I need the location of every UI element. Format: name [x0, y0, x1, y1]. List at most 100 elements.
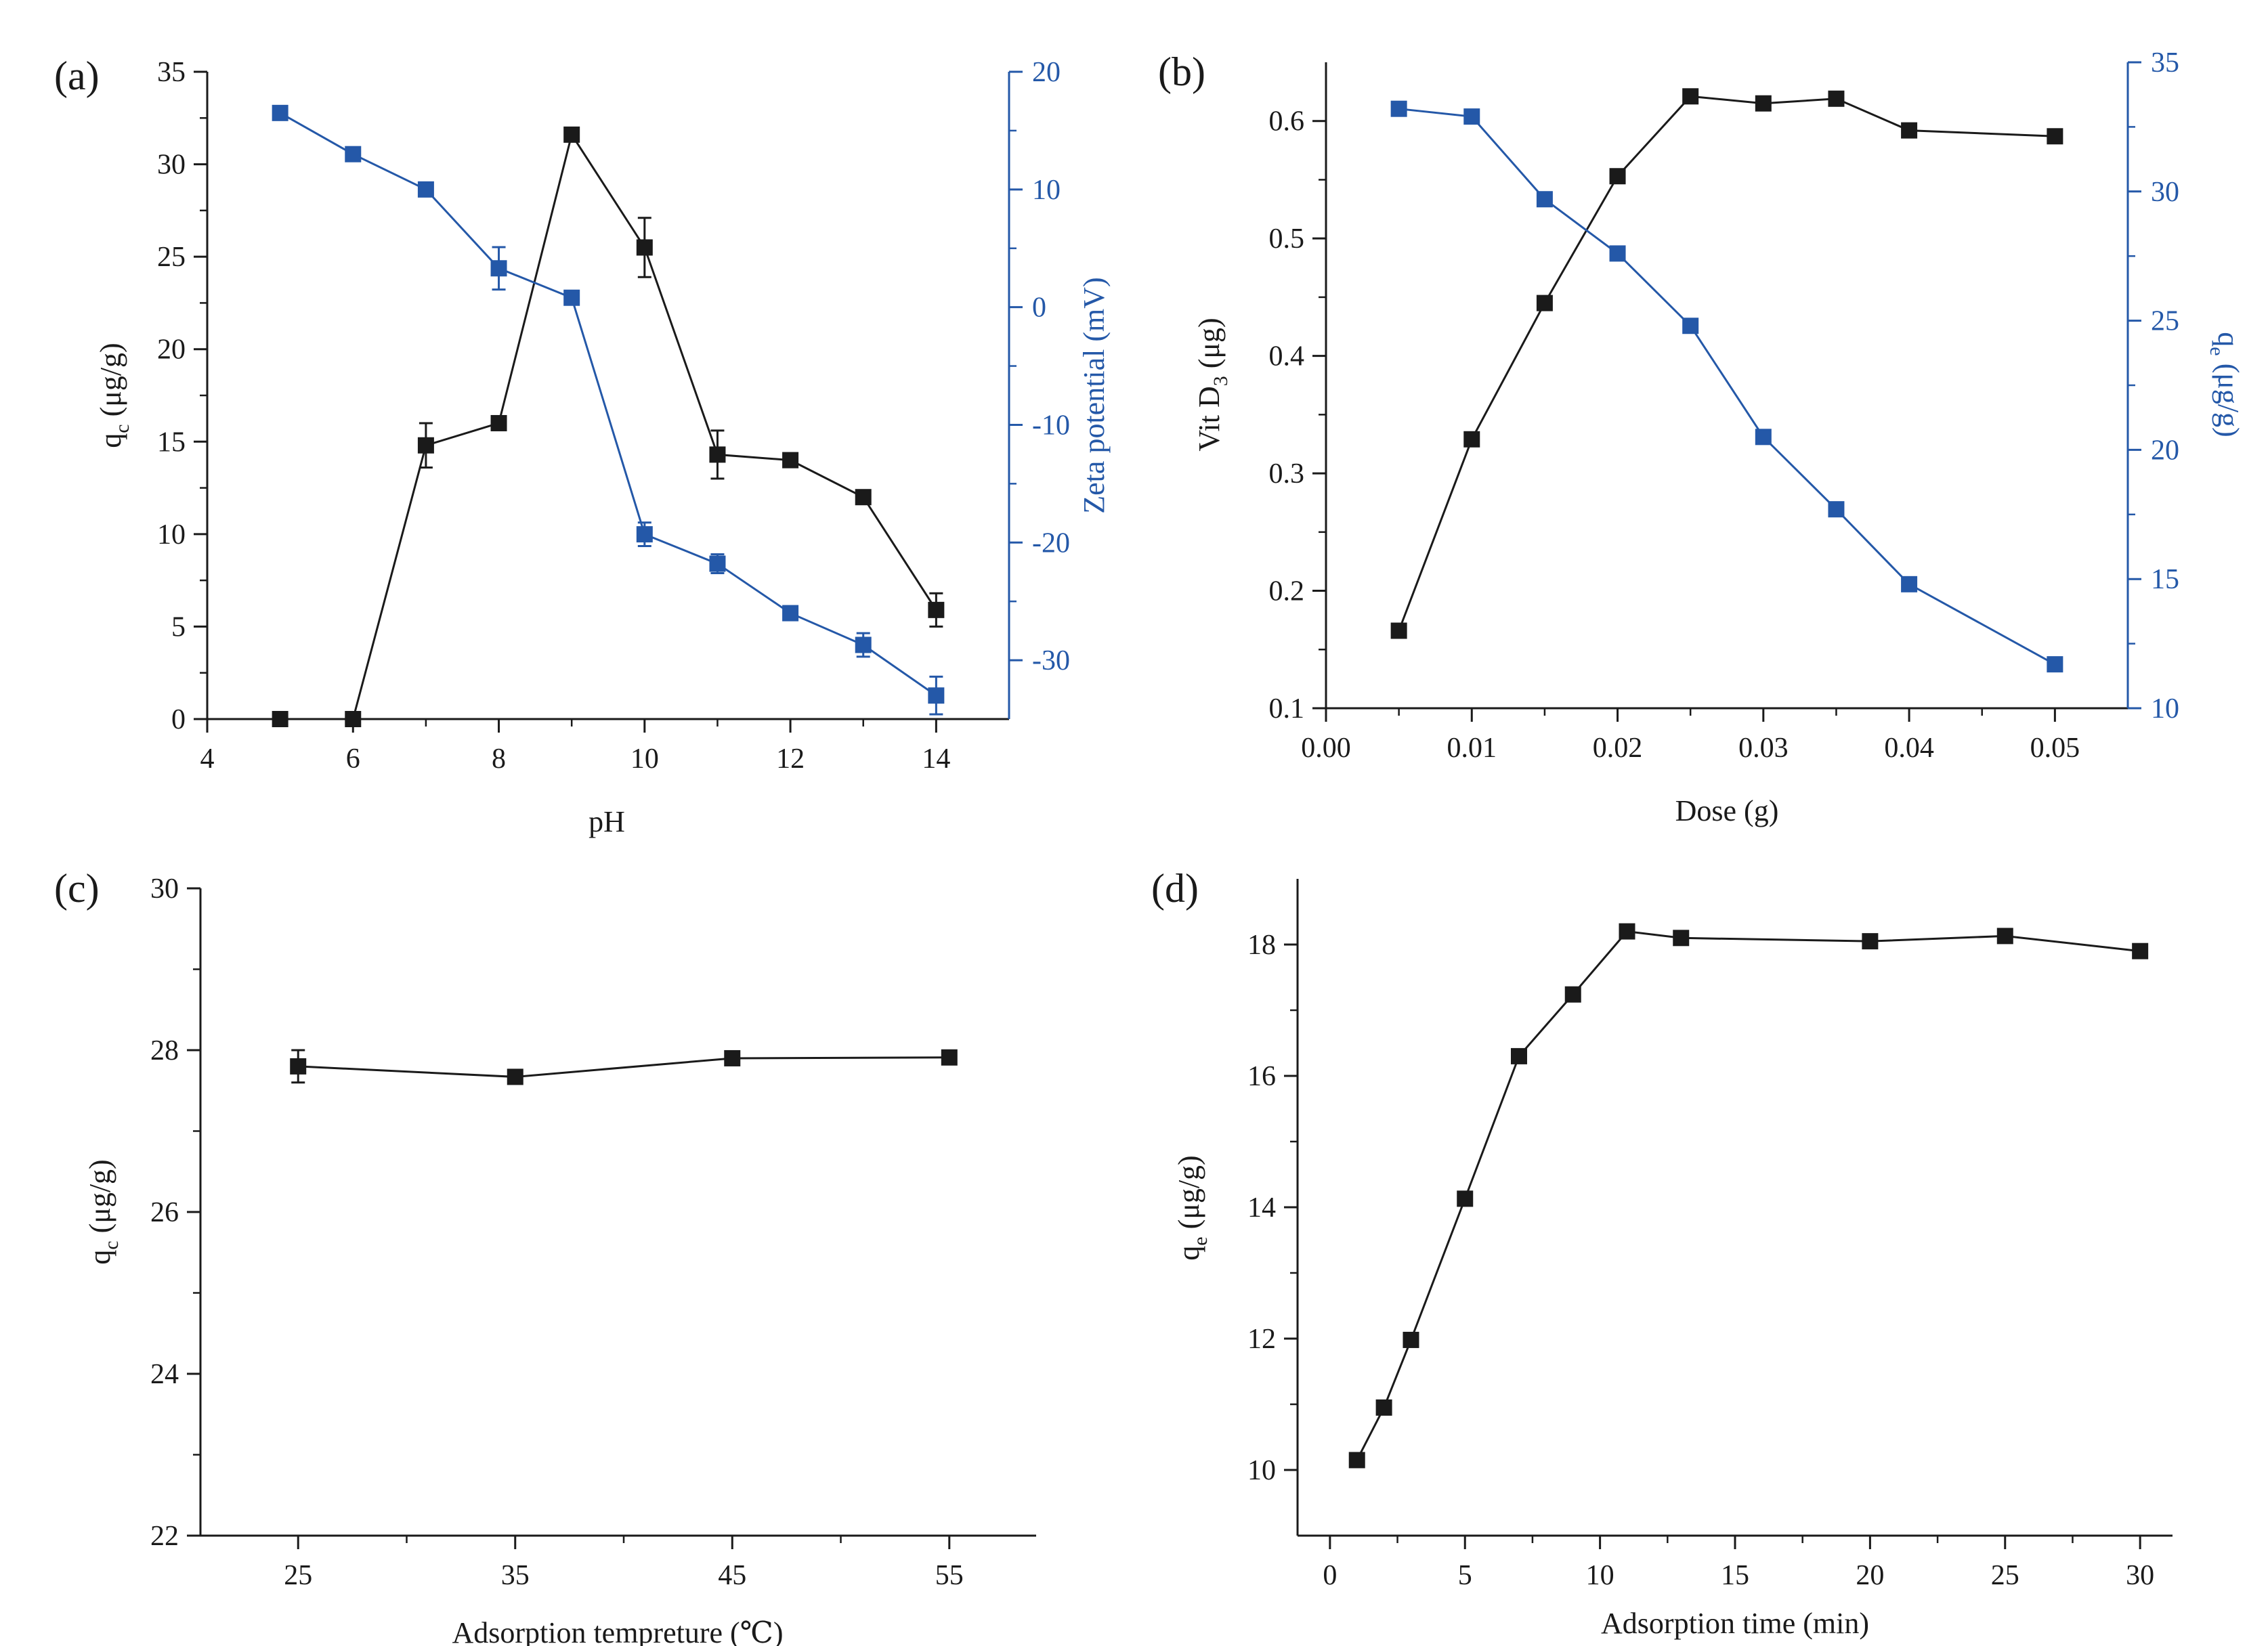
data-point — [1609, 245, 1626, 262]
y-tick-label: 24 — [150, 1359, 179, 1390]
data-point — [928, 687, 945, 704]
data-point — [1375, 1399, 1392, 1416]
x-tick-label: 5 — [1458, 1560, 1472, 1591]
data-point — [782, 605, 799, 622]
series-q_c — [290, 1049, 958, 1085]
data-point — [490, 414, 507, 431]
y-axis-label-base: Vit D — [1193, 386, 1226, 451]
y-right-tick-label: 25 — [2151, 306, 2179, 337]
y-axis-right-label: qe (μg/g) — [2206, 332, 2245, 437]
x-tick-label: 30 — [2126, 1560, 2154, 1591]
y-axis-label-sub: 3 — [1210, 376, 1232, 386]
x-tick-label: 0.02 — [1593, 733, 1643, 764]
x-tick-label: 10 — [1586, 1560, 1614, 1591]
x-tick-label: 12 — [776, 743, 805, 775]
y-right-tick-label: 20 — [2151, 435, 2179, 466]
y-tick-label: 15 — [157, 427, 186, 458]
data-point — [2047, 656, 2063, 673]
y-tick-label: 0 — [171, 704, 186, 735]
data-point — [1390, 100, 1407, 117]
data-point — [345, 146, 362, 163]
y-axis-label: qc (μg/g) — [94, 343, 133, 448]
data-point — [1348, 1452, 1365, 1469]
y-tick-label: 30 — [157, 150, 186, 181]
x-tick-label: 0.03 — [1738, 733, 1789, 764]
panel-label: (d) — [1151, 866, 1199, 911]
series-zeta-potential — [272, 104, 945, 716]
data-point — [941, 1049, 958, 1066]
y-tick-label: 30 — [150, 873, 179, 905]
x-tick-label: 20 — [1856, 1560, 1884, 1591]
y-tick-label: 0.1 — [1269, 693, 1305, 724]
x-tick-label: 0.04 — [1884, 733, 1934, 764]
data-point — [1536, 295, 1553, 311]
x-tick-label: 14 — [922, 743, 950, 775]
data-point — [417, 181, 434, 198]
x-tick-label: 25 — [1991, 1560, 2019, 1591]
data-point — [345, 711, 362, 727]
y-tick-label: 14 — [1247, 1192, 1276, 1223]
y-tick-label: 10 — [157, 519, 186, 550]
y-axis-right-label-sub: e — [2206, 347, 2228, 355]
chart-panel-c: 25 35 45 55 22 24 26 28 30 (c) Adsorption tempretu… — [54, 866, 1036, 1646]
data-point — [1828, 90, 1845, 107]
data-point — [1862, 933, 1879, 950]
data-point — [1390, 622, 1407, 639]
y-axis-label-sub: c — [111, 424, 133, 433]
data-point — [1457, 1190, 1474, 1207]
y-tick-label: 35 — [157, 57, 186, 88]
y-tick-label: 0.4 — [1269, 341, 1305, 372]
data-point — [782, 452, 799, 469]
panel-label: (b) — [1158, 49, 1205, 94]
data-point — [1996, 928, 2013, 945]
series-q_e — [1348, 923, 2149, 1469]
y-right-tick-label: 10 — [1032, 175, 1061, 206]
data-point — [1619, 923, 1635, 940]
data-point — [1755, 429, 1772, 446]
data-point — [855, 489, 872, 506]
data-point — [290, 1058, 307, 1075]
y-tick-label: 5 — [171, 611, 186, 643]
y-tick-label: 26 — [150, 1197, 179, 1228]
x-tick-label: 45 — [718, 1560, 746, 1591]
y-right-tick-label: -10 — [1032, 410, 1070, 441]
x-tick-label: 15 — [1721, 1560, 1749, 1591]
data-point — [1463, 108, 1480, 125]
data-point — [1682, 318, 1699, 334]
series-line — [1398, 95, 2055, 632]
series-line — [298, 1056, 949, 1078]
series-line — [279, 112, 937, 697]
x-tick-label: 25 — [284, 1560, 312, 1591]
y-right-tick-label: -30 — [1032, 645, 1070, 676]
data-point — [507, 1068, 523, 1085]
data-point — [636, 239, 653, 256]
data-point — [2047, 128, 2063, 145]
y-tick-label: 0.5 — [1269, 223, 1305, 255]
data-point — [1403, 1331, 1419, 1348]
y-tick-label: 18 — [1247, 930, 1276, 961]
data-point — [272, 711, 288, 727]
data-point — [490, 260, 507, 277]
series-line — [1356, 930, 2141, 1461]
data-point — [1564, 986, 1581, 1003]
y-tick-label: 28 — [150, 1035, 179, 1066]
data-point — [1673, 930, 1690, 947]
panel-label: (c) — [54, 866, 100, 911]
x-tick-label: 0.05 — [2030, 733, 2080, 764]
data-point — [928, 601, 945, 618]
x-tick-label: 35 — [501, 1560, 530, 1591]
data-point — [2132, 943, 2149, 959]
y-right-tick-label: 30 — [2151, 177, 2179, 208]
x-tick-label: 6 — [346, 743, 360, 775]
data-point — [563, 126, 580, 143]
chart-panel-b: 0.00 0.01 0.02 0.03 0.04 0.05 0.1 0.2 0.3 0.4 0.5 0… — [1158, 47, 2245, 827]
chart-panel-a: 4 6 8 10 12 14 0 5 10 15 20 25 30 35 -30 -20 -10 0 10 20 (a)… — [54, 53, 1111, 838]
y-tick-label: 12 — [1247, 1324, 1276, 1355]
y-axis-label-sub: c — [100, 1240, 123, 1249]
x-axis-label: pH — [589, 805, 625, 838]
y-axis-label-unit: (μg) — [1193, 318, 1226, 376]
data-point — [563, 289, 580, 306]
data-point — [1682, 88, 1699, 105]
series-line — [280, 132, 937, 720]
